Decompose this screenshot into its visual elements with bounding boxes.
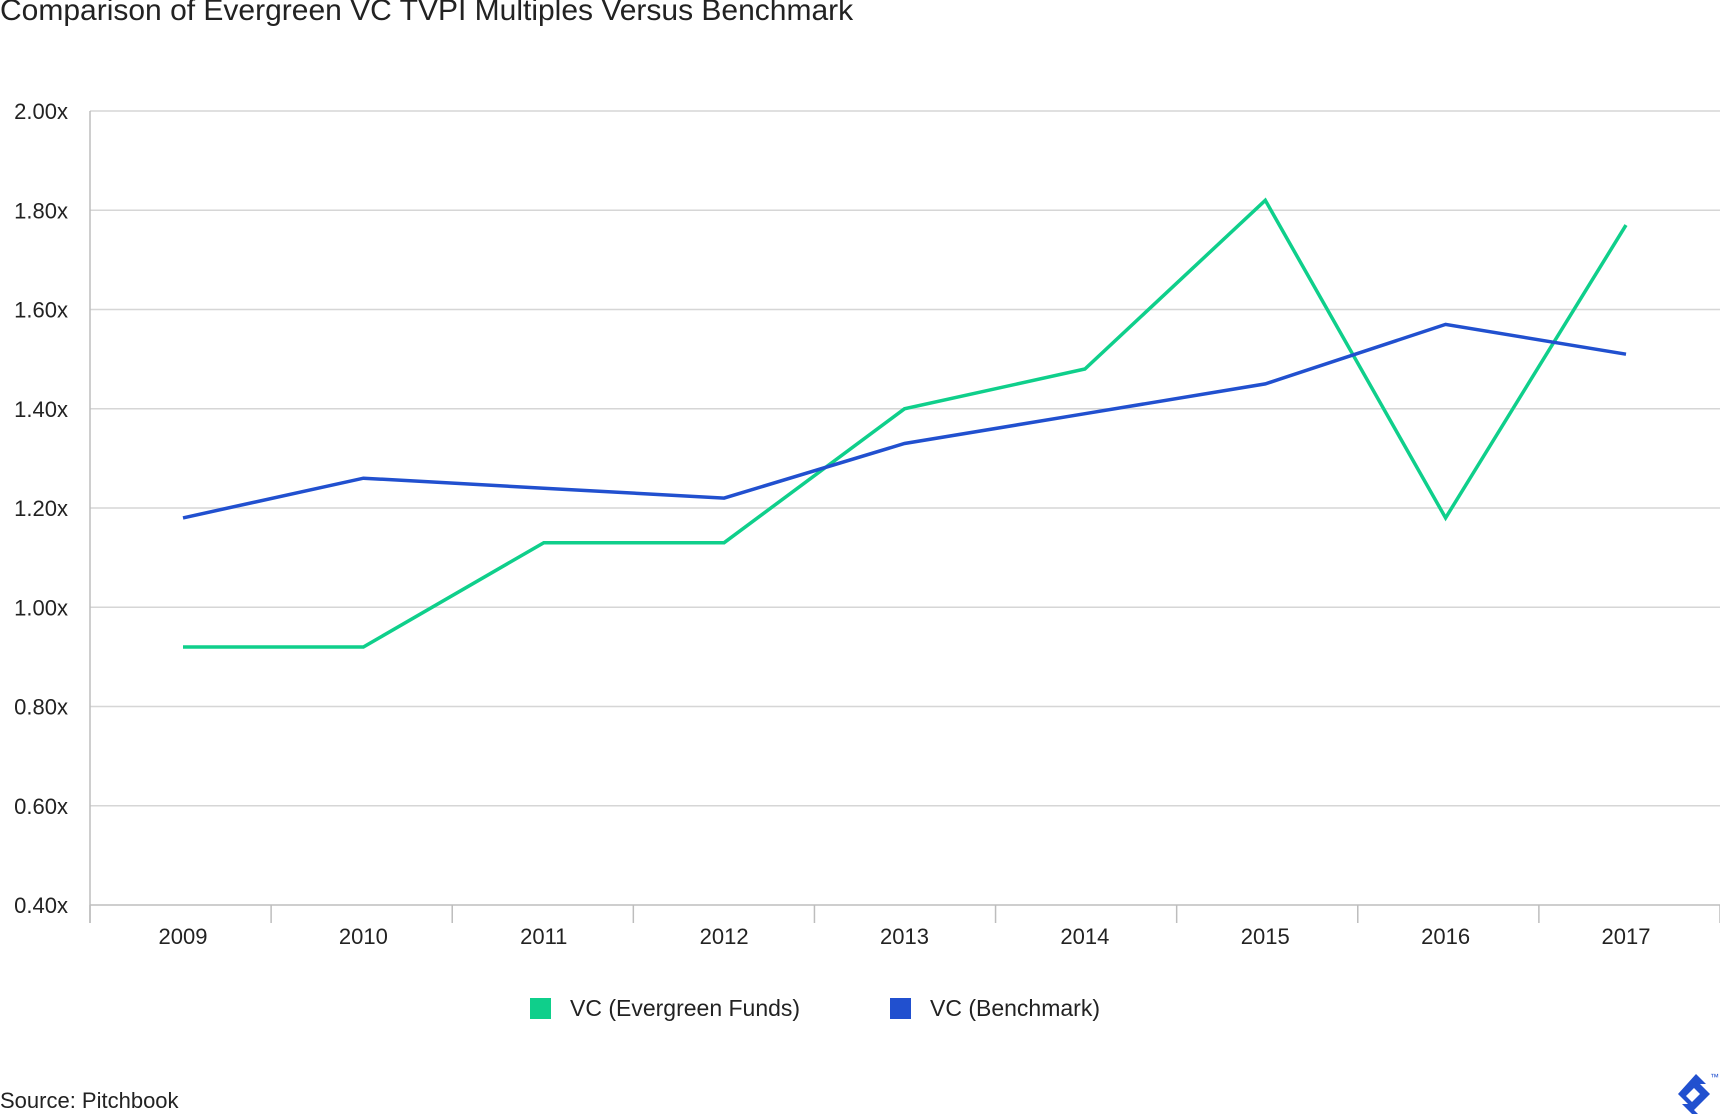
x-tick-label: 2012 [700,924,749,949]
axes: 0.40x 0.60x 0.80x 1.00x 1.20x 1.40x 1.60x 1.80x… [14,99,1720,949]
series-line-evergreen [183,197,1628,649]
x-tick-label: 2015 [1241,924,1290,949]
legend-swatch [890,998,911,1019]
x-tick-label: 2013 [880,924,929,949]
gridlines [90,110,1720,807]
legend-swatch [530,998,551,1019]
x-tick-label: 2010 [339,924,388,949]
y-tick-label: 0.40x [14,893,68,918]
x-tick-label: 2016 [1421,924,1470,949]
x-tick-label: 2017 [1602,924,1651,949]
trademark-label: ™ [1710,1072,1719,1082]
y-tick-label: 2.00x [14,99,68,124]
series-lines [182,197,1628,649]
y-tick-label: 1.80x [14,198,68,223]
y-tick-label: 1.20x [14,496,68,521]
legend: VC (Evergreen Funds) VC (Benchmark) [530,995,1100,1021]
legend-label: VC (Benchmark) [930,995,1100,1021]
legend-label: VC (Evergreen Funds) [570,995,800,1021]
series-line-benchmark [182,322,1627,520]
y-tick-label: 0.80x [14,695,68,720]
x-tick-label: 2011 [520,924,567,949]
y-tick-label: 1.40x [14,397,68,422]
y-tick-label: 0.60x [14,794,68,819]
source-note: Source: Pitchbook [0,1088,179,1113]
chart-title: Comparison of Evergreen VC TVPI Multiple… [0,0,854,27]
y-tick-label: 1.00x [14,595,68,620]
toptal-logo-icon: ™ [1678,1072,1719,1114]
x-tick-label: 2009 [159,924,208,949]
y-tick-label: 1.60x [14,298,68,323]
x-tick-label: 2014 [1060,924,1109,949]
